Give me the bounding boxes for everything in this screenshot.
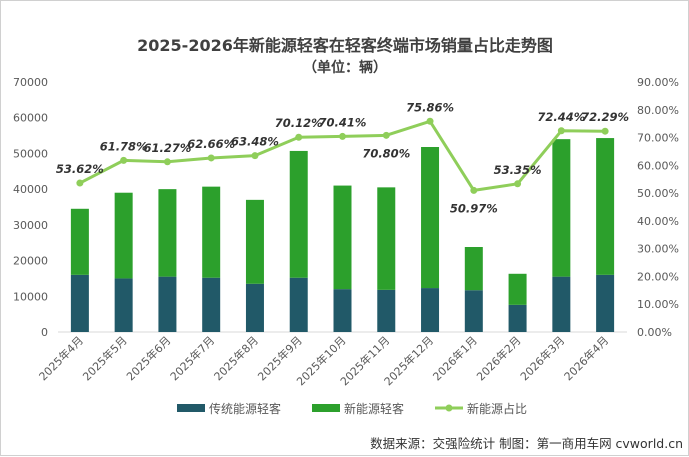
bar-traditional	[421, 288, 440, 332]
legend-label-ratio: 新能源占比	[467, 401, 527, 416]
y-left-tick-label: 60000	[13, 112, 48, 125]
x-tick-label: 2026年3月	[517, 333, 567, 383]
y-left-tick-label: 10000	[13, 290, 48, 303]
legend-label-nev: 新能源轻客	[344, 401, 404, 416]
y-right-tick-label: 80.00%	[637, 104, 679, 117]
bar-traditional	[333, 289, 352, 332]
bar-nev	[289, 150, 308, 278]
ratio-data-label: 63.48%	[231, 135, 279, 149]
legend-swatch-ratio-marker	[445, 404, 453, 412]
legend-label-traditional: 传统能源轻客	[209, 401, 281, 416]
bar-nev	[552, 139, 571, 277]
data-labels-group: 53.62% 61.78%61.27%62.66%63.48% 70.12%70.4…	[56, 100, 629, 215]
bars-group	[70, 138, 615, 332]
bar-nev	[377, 187, 396, 290]
ratio-data-label: 53.35%	[494, 163, 542, 177]
y-left-tick-label: 40000	[13, 183, 48, 196]
bar-nev	[421, 147, 440, 289]
y-right-tick-label: 30.00%	[637, 243, 679, 256]
bar-traditional	[464, 290, 483, 332]
ratio-line-group	[76, 117, 609, 194]
bar-traditional	[245, 283, 264, 332]
bar-traditional	[158, 276, 177, 332]
ratio-data-label: 70.41%	[319, 115, 367, 129]
bar-traditional	[552, 276, 571, 332]
bar-nev	[596, 138, 615, 275]
ratio-data-label: 70.80%	[362, 146, 410, 160]
x-tick-label: 2025年8月	[211, 333, 261, 383]
x-tick-label: 2026年1月	[430, 333, 480, 383]
y-left-tick-label: 20000	[13, 255, 48, 268]
ratio-data-label: 70.12%	[275, 116, 323, 130]
y-right-tick-label: 0.00%	[637, 326, 672, 339]
x-tick-label: 2026年4月	[561, 333, 611, 383]
bar-traditional	[377, 289, 396, 332]
legend: 传统能源轻客 新能源轻客 新能源占比	[177, 401, 527, 416]
y-right-tick-label: 60.00%	[637, 159, 679, 172]
bar-nev	[508, 273, 527, 305]
bar-nev	[70, 208, 89, 275]
bar-nev	[464, 247, 483, 291]
bar-nev	[114, 192, 133, 279]
ratio-marker	[470, 186, 478, 194]
x-tick-label: 2026年2月	[473, 333, 523, 383]
ratio-marker	[76, 179, 84, 187]
x-tick-label: 2025年4月	[36, 333, 86, 383]
chart-title: 2025-2026年新能源轻客在轻客终端市场销量占比走势图	[137, 36, 553, 55]
ratio-marker	[251, 152, 259, 160]
x-tick-label: 2025年7月	[167, 333, 217, 383]
ratio-marker	[120, 156, 128, 164]
y-right-tick-label: 20.00%	[637, 270, 679, 283]
chart-subtitle: （单位：辆）	[303, 59, 387, 76]
y-right-tick-label: 70.00%	[637, 132, 679, 145]
y-right-tick-label: 90.00%	[637, 76, 679, 89]
bar-nev	[202, 186, 221, 278]
ratio-data-label: 72.29%	[581, 110, 629, 124]
bar-traditional	[114, 278, 133, 332]
y-right-tick-label: 10.00%	[637, 298, 679, 311]
y-left-tick-label: 30000	[13, 219, 48, 232]
y-right-tick-label: 40.00%	[637, 215, 679, 228]
y-left-tick-label: 0	[41, 326, 48, 339]
bar-nev	[333, 185, 352, 290]
ratio-data-label: 61.78%	[100, 139, 148, 153]
ratio-marker	[163, 158, 171, 166]
ratio-marker	[557, 127, 565, 135]
ratio-marker	[601, 127, 609, 135]
ratio-marker	[426, 117, 434, 125]
y-left-tick-label: 70000	[13, 76, 48, 89]
ratio-data-label: 50.97%	[450, 201, 498, 215]
legend-swatch-nev	[312, 404, 340, 412]
ratio-data-label: 62.66%	[187, 137, 235, 151]
ratio-data-label: 53.62%	[56, 162, 104, 176]
x-tick-label: 2025年5月	[80, 333, 130, 383]
ratio-line	[79, 119, 606, 192]
x-tick-label: 2025年6月	[123, 333, 173, 383]
bar-traditional	[596, 274, 615, 332]
bar-traditional	[70, 274, 89, 332]
bar-traditional	[289, 277, 308, 332]
ratio-data-label: 75.86%	[406, 100, 454, 114]
source-note: 数据来源：交强险统计 制图：第一商用车网 cvworld.cn	[370, 436, 683, 451]
ratio-marker	[514, 180, 522, 188]
ratio-marker	[339, 132, 346, 140]
bar-nev	[158, 189, 177, 277]
bar-traditional	[508, 304, 527, 332]
y-left-tick-label: 50000	[13, 147, 48, 160]
bar-traditional	[202, 277, 221, 332]
ratio-marker	[207, 154, 215, 162]
bar-nev	[245, 199, 264, 284]
ratio-marker	[382, 131, 390, 139]
y-right-tick-label: 50.00%	[637, 187, 679, 200]
ratio-data-label: 61.27%	[143, 141, 191, 155]
ratio-data-label: 72.44%	[537, 110, 585, 124]
legend-swatch-traditional	[177, 404, 205, 412]
ratio-marker	[295, 133, 303, 141]
